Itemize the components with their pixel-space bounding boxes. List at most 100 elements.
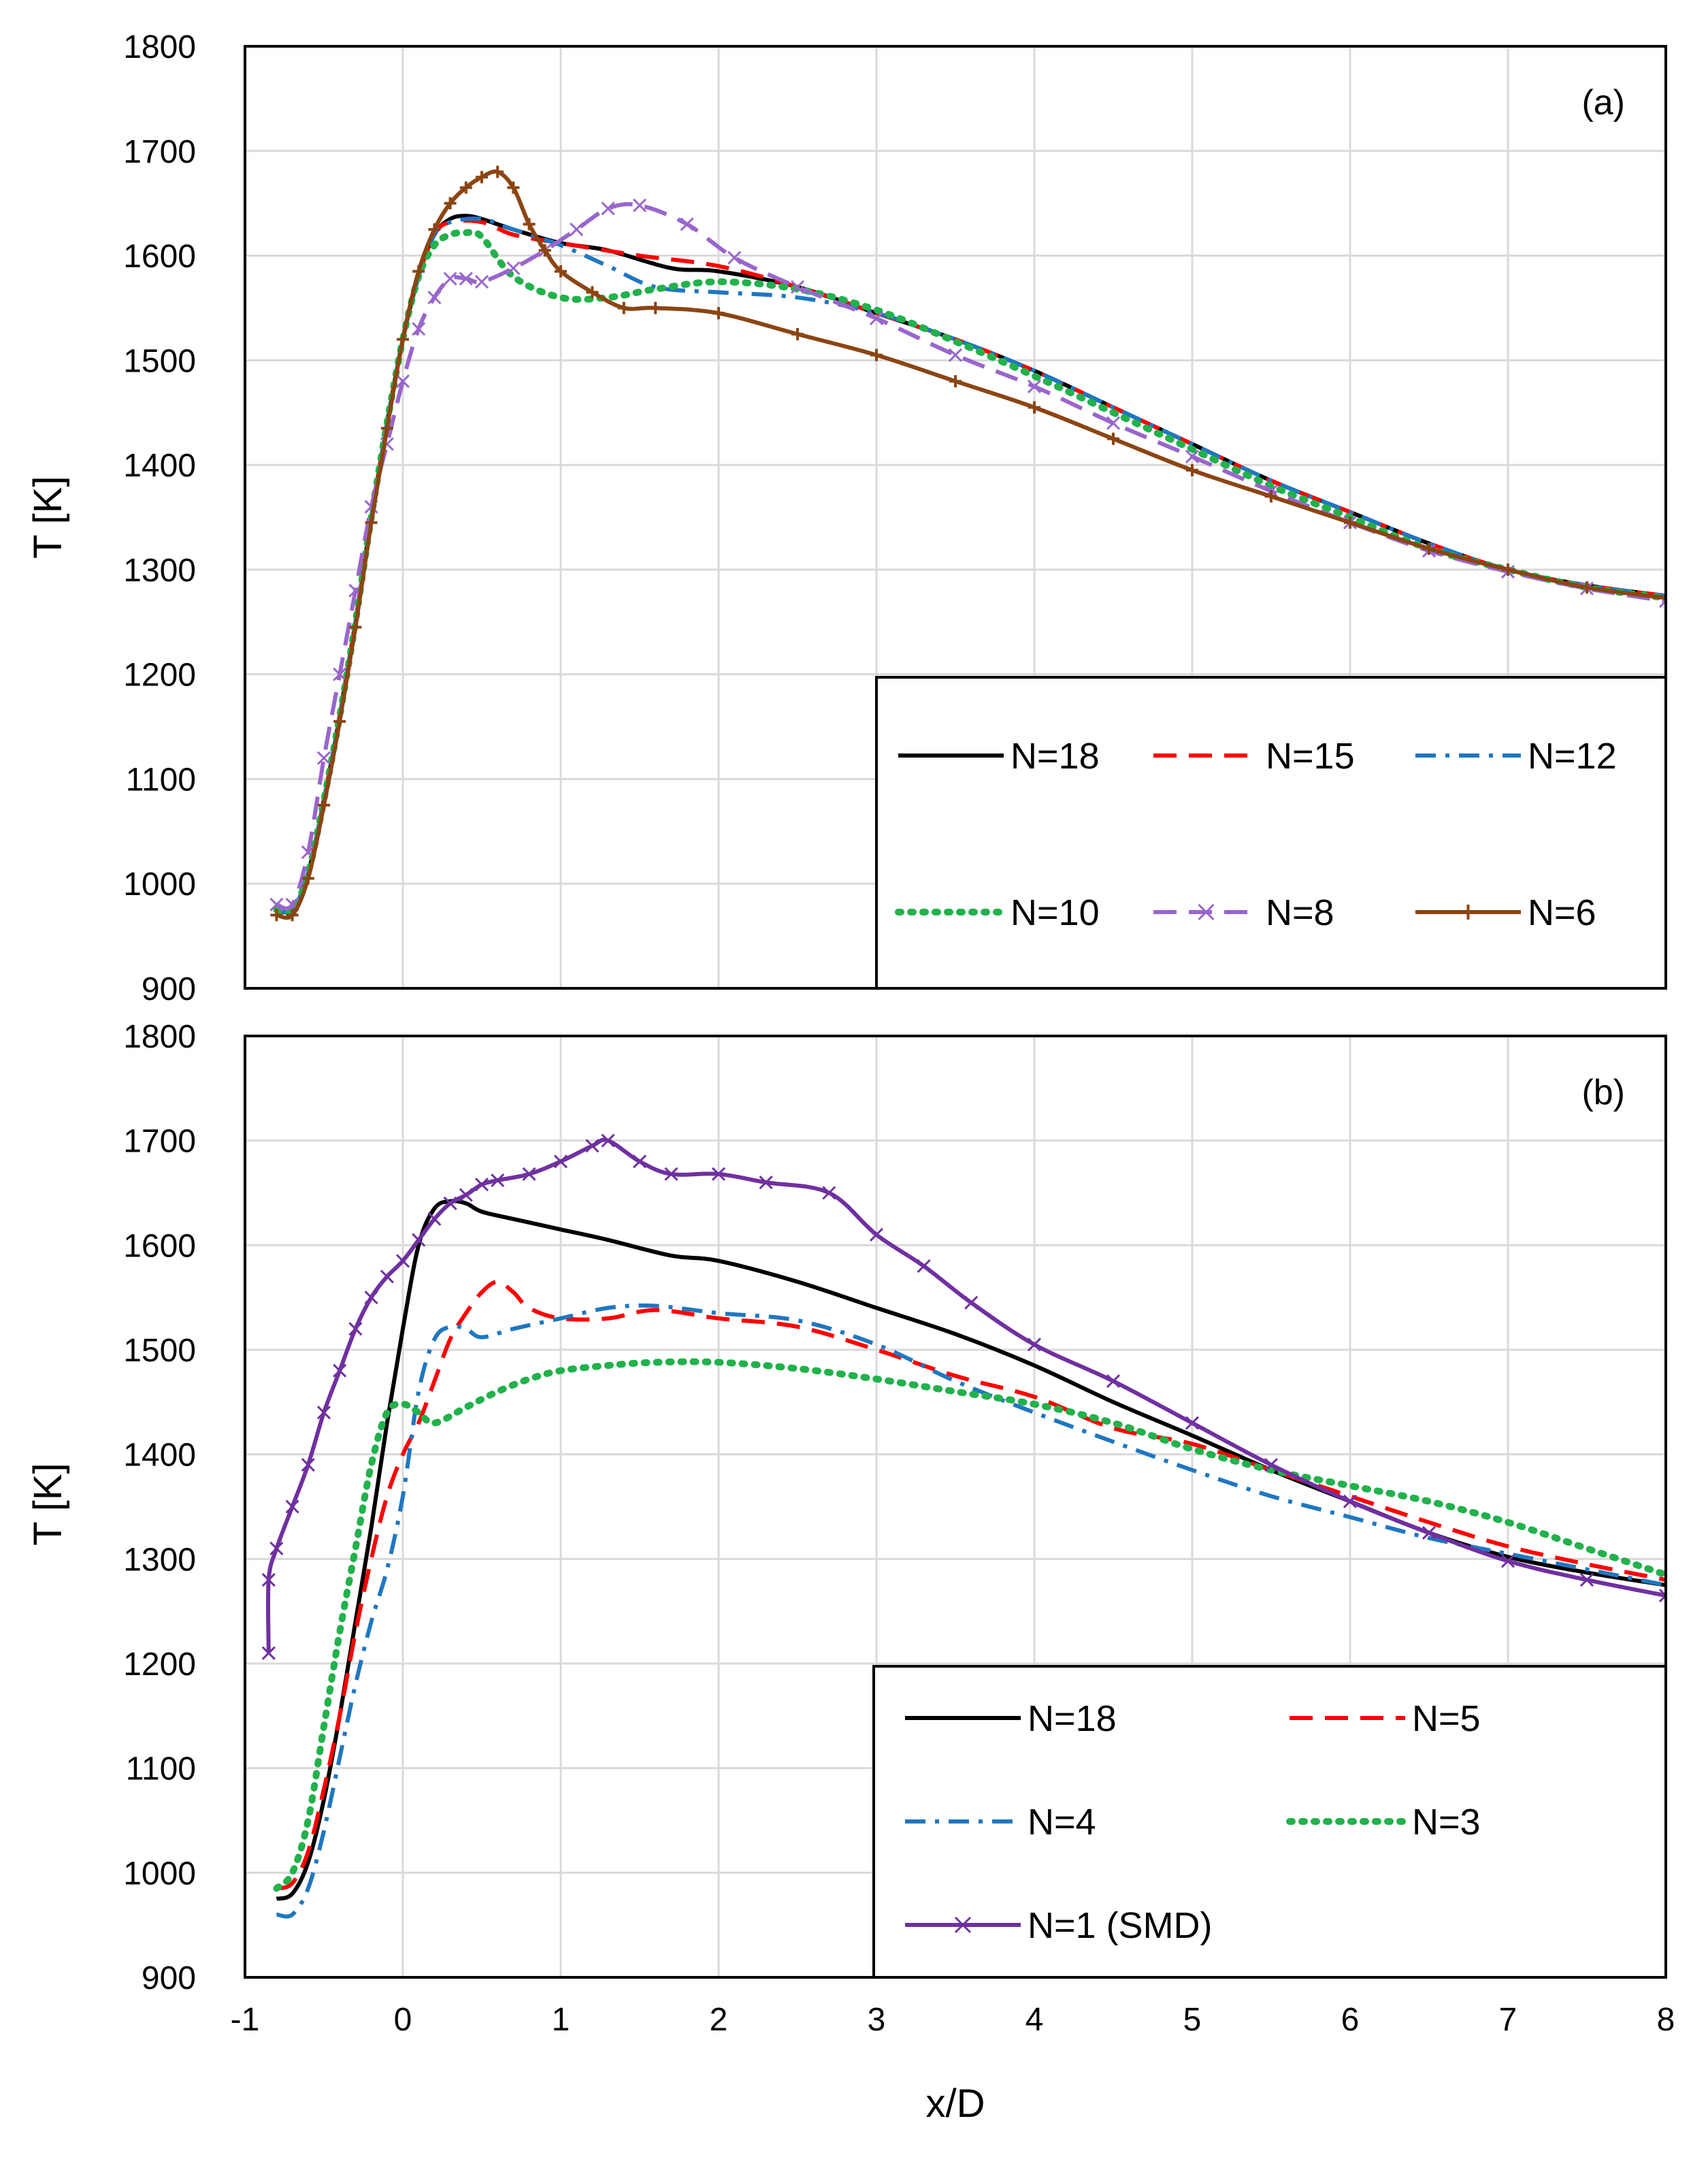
data-point-marker [948, 348, 963, 362]
y-axis-title: T [K] [26, 1463, 70, 1545]
y-tick-label: 1700 [123, 1124, 196, 1160]
data-point-marker [790, 280, 805, 294]
data-point-marker [869, 311, 884, 325]
data-point-marker [869, 1227, 884, 1242]
panel-a-chart: 900 1000 1100 1200 1300 1400 1500 1600 1700 1800 T… [26, 29, 1667, 1007]
legend-marker [954, 1916, 972, 1934]
data-point-marker [459, 181, 472, 194]
y-tick-label: 1200 [123, 1647, 196, 1683]
data-point-marker [316, 1406, 331, 1420]
data-point-marker [427, 291, 442, 305]
data-point-marker [1343, 1494, 1358, 1508]
data-point-marker [412, 265, 425, 278]
data-point-marker [555, 265, 567, 278]
data-point-marker [333, 667, 347, 681]
data-point-marker [964, 1295, 979, 1310]
y-tick-label: 1100 [126, 1751, 196, 1787]
y-tick-label: 1500 [123, 1333, 196, 1369]
data-point-marker [285, 1500, 299, 1514]
y-tick-label: 1800 [123, 29, 196, 65]
data-point-marker [1106, 416, 1121, 430]
data-point-marker [318, 798, 330, 811]
x-tick-label: 0 [394, 2002, 412, 2038]
panel-label: (a) [1581, 83, 1625, 123]
data-point-marker [1502, 563, 1514, 576]
x-tick-label: 5 [1183, 2002, 1202, 2038]
legend-label: N=1 (SMD) [1028, 1905, 1213, 1946]
data-point-marker [917, 1259, 931, 1274]
data-point-marker [301, 872, 314, 885]
data-point-marker [459, 272, 473, 286]
y-tick-label: 1700 [123, 134, 196, 170]
y-tick-label: 1800 [123, 1019, 196, 1055]
legend-label: N=5 [1412, 1698, 1481, 1739]
data-point-marker [459, 1188, 473, 1202]
x-tick-label: 8 [1657, 2002, 1675, 2038]
data-point-marker [380, 422, 393, 435]
data-point-marker [270, 909, 283, 922]
data-point-marker [632, 1154, 647, 1169]
data-point-marker [1185, 1416, 1200, 1430]
legend-label: N=8 [1266, 892, 1334, 933]
legend: N=18 N=5 N=4 N=3 N=1 (SMD) [872, 1665, 1667, 1979]
series-line-n-8 [276, 201, 1666, 911]
legend-marker [1460, 905, 1476, 920]
data-point-marker [506, 261, 521, 276]
y-axis-title: T [K] [26, 476, 70, 558]
y-tick-label: 1100 [126, 762, 196, 798]
data-point-marker [1422, 1525, 1436, 1540]
y-tick-label: 1300 [123, 553, 196, 589]
data-point-marker [538, 244, 551, 257]
series-line-n-15 [276, 218, 1666, 915]
data-point-marker [1106, 1374, 1121, 1389]
data-point-marker [301, 1457, 315, 1472]
data-point-marker [1186, 464, 1198, 476]
series-line-n-1-smd- [265, 1137, 1666, 1653]
data-point-marker [397, 333, 409, 346]
y-tick-label: 1600 [123, 1228, 196, 1264]
series-line-n-3 [273, 1358, 1666, 1892]
data-point-marker [380, 1269, 394, 1284]
data-point-marker [553, 1154, 568, 1169]
data-point-marker [680, 217, 694, 231]
legend: N=18 N=15 N=12 N=10 N=8 N=6 [875, 676, 1667, 990]
data-point-marker [601, 1133, 615, 1148]
x-tick-label: -1 [231, 2002, 260, 2038]
data-point-marker [269, 897, 284, 912]
data-point-marker [443, 1196, 457, 1210]
data-point-marker [412, 322, 426, 336]
data-point-marker [585, 1139, 600, 1153]
x-tick-label: 4 [1025, 2002, 1044, 2038]
data-point-marker [474, 274, 489, 289]
data-point-marker [261, 1573, 276, 1587]
data-point-marker [664, 1167, 678, 1181]
data-point-marker [427, 1212, 442, 1226]
data-point-marker [649, 302, 662, 314]
data-point-marker [949, 375, 962, 388]
legend-label: N=18 [1028, 1698, 1117, 1739]
y-tick-label: 1400 [123, 1438, 196, 1474]
data-point-marker [1500, 1554, 1515, 1568]
data-point-marker [428, 223, 441, 236]
data-point-marker [586, 286, 599, 299]
data-point-marker [348, 1322, 363, 1336]
data-point-marker [412, 1233, 426, 1247]
data-point-marker [333, 1363, 347, 1378]
legend-label: N=3 [1412, 1802, 1481, 1843]
data-point-marker [870, 349, 883, 361]
data-point-marker [712, 307, 725, 320]
panel-label: (b) [1581, 1073, 1625, 1112]
data-point-marker [491, 165, 504, 178]
data-point-marker [617, 302, 630, 314]
series-group [261, 1133, 1666, 1919]
legend-label: N=18 [1011, 736, 1100, 777]
panel-b-chart: 900 1000 1100 1200 1300 1400 1500 1600 1700 1800 -… [26, 1019, 1675, 2126]
y-tick-label: 900 [142, 1960, 196, 1996]
data-point-marker [1660, 591, 1666, 604]
x-tick-label: 3 [868, 2002, 886, 2038]
data-point-marker [601, 201, 615, 216]
data-point-marker [443, 272, 457, 286]
data-point-marker [476, 171, 488, 184]
legend-box [875, 676, 1667, 990]
